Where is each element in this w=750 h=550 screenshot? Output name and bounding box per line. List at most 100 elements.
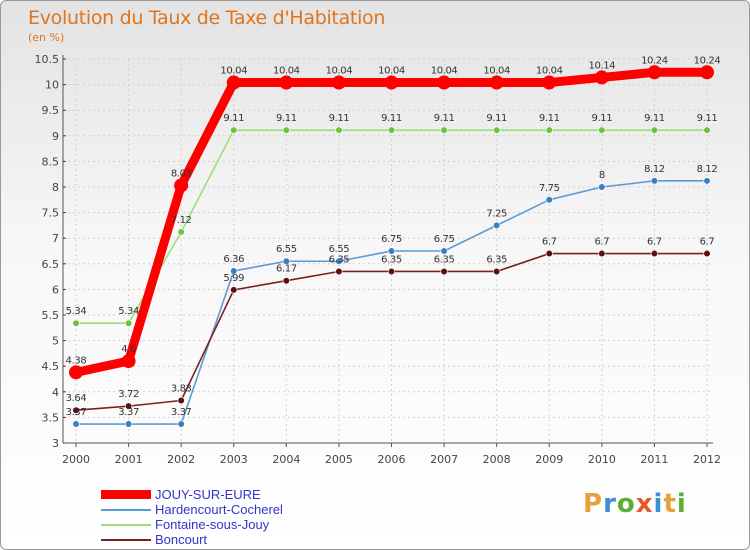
x-tick-label: 2005 [325, 453, 353, 466]
legend-label: Boncourt [155, 532, 208, 547]
y-tick-label: 10 [45, 79, 59, 92]
proxiti-logo: Proxiti [583, 489, 687, 519]
y-tick-label: 10.5 [35, 53, 60, 66]
data-label: 6.17 [276, 264, 297, 275]
logo-letter: o [616, 489, 636, 519]
data-point [177, 396, 185, 405]
data-point [545, 249, 553, 258]
x-tick-label: 2008 [483, 453, 511, 466]
data-label: 9.11 [486, 113, 507, 124]
data-label: 6.75 [434, 234, 455, 245]
data-point [440, 247, 448, 255]
data-point [226, 75, 241, 90]
data-label: 6.55 [276, 244, 297, 255]
legend-swatch [101, 539, 151, 541]
data-point [545, 196, 553, 204]
data-point [72, 406, 80, 414]
data-label: 6.35 [381, 254, 402, 265]
data-point [335, 126, 343, 134]
x-tick-label: 2012 [693, 453, 721, 466]
data-label: 9.11 [591, 113, 612, 124]
data-point [598, 183, 606, 191]
data-label: 7.75 [539, 183, 560, 194]
logo-letter: x [635, 489, 654, 519]
data-point [177, 228, 185, 236]
x-tick-label: 2011 [640, 453, 668, 466]
x-tick-label: 2004 [272, 453, 300, 466]
legend-label: Fontaine-sous-Jouy [155, 517, 270, 532]
data-point [650, 126, 659, 134]
chart-unit-label: (en %) [28, 31, 65, 44]
data-point [489, 75, 504, 90]
data-label: 9.11 [434, 113, 455, 124]
x-tick-label: 2010 [588, 453, 616, 466]
data-point [72, 420, 80, 428]
x-tick-label: 2007 [430, 453, 458, 466]
data-label: 6.7 [700, 237, 715, 248]
data-point [594, 70, 609, 85]
data-label: 3.83 [171, 384, 192, 395]
data-label: 7.12 [171, 215, 192, 226]
chart-title: Evolution du Taux de Taxe d'Habitation [28, 7, 386, 29]
data-label: 6.7 [594, 237, 609, 248]
data-point [703, 249, 711, 258]
y-tick-label: 7 [52, 232, 59, 245]
data-point [542, 75, 557, 90]
data-label: 9.11 [697, 113, 718, 124]
x-tick-label: 2001 [115, 453, 143, 466]
data-point [650, 249, 659, 258]
legend-label: JOUY-SUR-EURE [155, 487, 261, 502]
data-point [177, 420, 185, 428]
data-point [440, 126, 448, 134]
data-label: 5.34 [66, 306, 87, 317]
data-point [72, 319, 80, 327]
legend-swatch [101, 509, 151, 511]
logo-letter: t [663, 489, 677, 519]
y-tick-label: 4 [52, 386, 59, 399]
y-tick-label: 3 [52, 437, 59, 450]
data-point [440, 267, 448, 276]
data-label: 3.72 [118, 389, 139, 400]
data-point [650, 177, 659, 185]
x-tick-label: 2009 [535, 453, 563, 466]
y-tick-label: 5 [52, 335, 59, 348]
legend-swatch [101, 524, 151, 526]
data-label: 10.04 [378, 66, 405, 77]
data-label: 6.55 [329, 244, 350, 255]
x-tick-label: 2006 [378, 453, 406, 466]
data-label: 8 [599, 170, 605, 181]
data-label: 6.7 [647, 237, 662, 248]
data-label: 8.03 [171, 168, 192, 179]
data-label: 10.04 [273, 66, 300, 77]
data-label: 9.11 [644, 113, 665, 124]
data-label: 10.14 [589, 60, 616, 71]
data-label: 6.35 [434, 254, 455, 265]
data-point [545, 126, 553, 134]
data-point [282, 277, 290, 285]
data-point [493, 267, 501, 276]
data-label: 9.11 [381, 113, 402, 124]
data-point [384, 75, 399, 90]
data-point [230, 126, 238, 134]
data-point [124, 420, 133, 428]
data-point [647, 65, 662, 80]
data-point [69, 365, 83, 380]
data-label: 9.11 [539, 113, 560, 124]
data-point [598, 126, 606, 134]
y-tick-label: 6.5 [42, 258, 60, 271]
data-label: 10.04 [326, 66, 353, 77]
data-label: 3.37 [118, 407, 139, 418]
data-label: 10.04 [536, 66, 563, 77]
data-label: 6.35 [486, 254, 507, 265]
data-label: 6.35 [329, 254, 350, 265]
y-tick-label: 4.5 [42, 360, 60, 373]
y-tick-label: 6 [52, 283, 59, 296]
data-label: 7.25 [486, 208, 507, 219]
data-label: 6.7 [542, 237, 557, 248]
data-point [121, 354, 136, 369]
data-label: 8.12 [697, 164, 718, 175]
data-point [703, 177, 711, 185]
data-label: 10.24 [641, 55, 668, 66]
